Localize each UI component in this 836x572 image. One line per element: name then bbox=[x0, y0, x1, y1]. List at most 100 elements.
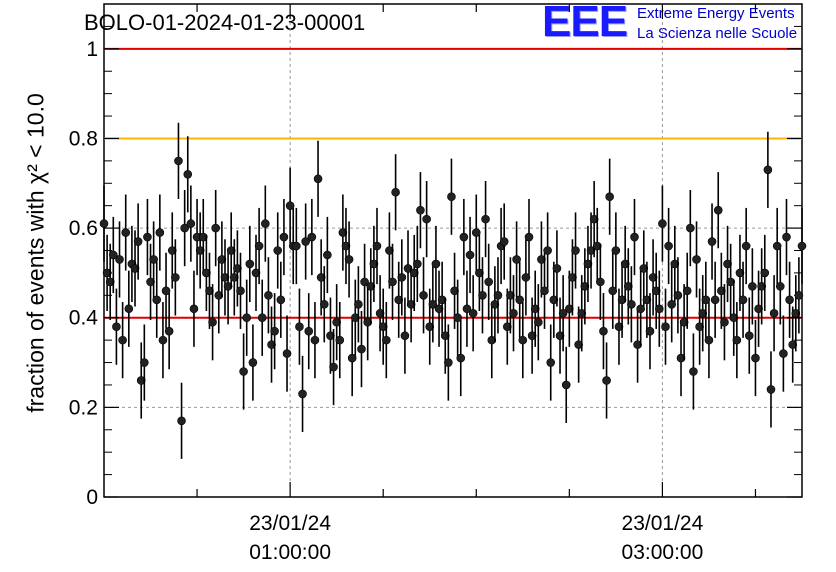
data-point bbox=[651, 252, 661, 329]
data-point bbox=[602, 342, 611, 419]
data-marker bbox=[307, 232, 317, 242]
data-point bbox=[382, 302, 391, 379]
data-marker bbox=[102, 268, 112, 278]
data-marker bbox=[124, 304, 134, 314]
data-point bbox=[183, 136, 193, 213]
data-point bbox=[757, 248, 766, 325]
data-marker bbox=[264, 291, 273, 300]
data-marker bbox=[118, 335, 127, 345]
data-marker bbox=[710, 295, 720, 305]
data-marker bbox=[226, 246, 236, 255]
data-marker bbox=[623, 282, 633, 291]
data-marker bbox=[713, 205, 723, 215]
data-point bbox=[465, 216, 475, 294]
data-point bbox=[506, 257, 515, 334]
data-point bbox=[279, 198, 289, 276]
data-point bbox=[574, 306, 583, 383]
data-point bbox=[338, 194, 348, 271]
data-marker bbox=[174, 156, 183, 166]
chart-title: BOLO-01-2024-01-23-00001 bbox=[84, 10, 366, 35]
data-point bbox=[515, 261, 524, 338]
data-marker bbox=[143, 232, 152, 242]
data-point bbox=[171, 239, 180, 316]
data-point bbox=[720, 284, 729, 361]
data-point bbox=[599, 293, 608, 370]
data-point bbox=[654, 270, 664, 347]
data-marker bbox=[220, 273, 230, 282]
data-marker bbox=[524, 232, 534, 242]
data-point bbox=[540, 252, 549, 329]
data-point bbox=[751, 319, 760, 397]
data-point bbox=[270, 293, 279, 370]
data-point bbox=[623, 248, 633, 325]
data-point bbox=[766, 351, 776, 428]
data-marker bbox=[648, 273, 658, 282]
data-marker bbox=[769, 308, 779, 318]
data-point bbox=[748, 248, 757, 325]
data-marker bbox=[319, 299, 329, 309]
data-marker bbox=[754, 304, 763, 314]
data-point bbox=[347, 319, 357, 397]
data-point bbox=[236, 252, 245, 329]
data-marker bbox=[406, 299, 416, 309]
data-point bbox=[326, 297, 335, 374]
data-point bbox=[475, 234, 484, 312]
data-marker bbox=[676, 353, 686, 363]
data-marker bbox=[109, 250, 118, 260]
data-point bbox=[422, 181, 431, 258]
data-marker bbox=[608, 286, 618, 296]
data-marker bbox=[344, 255, 354, 264]
data-marker bbox=[723, 259, 732, 269]
data-marker bbox=[248, 358, 258, 367]
data-point bbox=[543, 212, 552, 289]
data-point bbox=[397, 239, 407, 316]
data-marker bbox=[292, 241, 301, 251]
data-point bbox=[707, 203, 717, 280]
data-marker bbox=[161, 286, 171, 296]
data-point bbox=[115, 221, 124, 298]
data-point bbox=[704, 302, 714, 379]
data-marker bbox=[537, 255, 546, 264]
data-point bbox=[788, 306, 797, 383]
data-point bbox=[686, 189, 695, 267]
data-marker bbox=[245, 259, 255, 269]
data-marker bbox=[630, 232, 639, 242]
data-point bbox=[419, 257, 428, 334]
data-point bbox=[391, 154, 400, 231]
data-point bbox=[478, 257, 487, 334]
data-marker bbox=[202, 268, 211, 278]
eee-logo-mark: EEE bbox=[542, 0, 628, 46]
data-marker bbox=[664, 241, 673, 251]
data-marker bbox=[614, 322, 624, 331]
data-point bbox=[164, 293, 174, 370]
data-marker bbox=[164, 326, 174, 336]
data-point bbox=[493, 257, 503, 334]
y-tick-label: 1 bbox=[86, 38, 98, 61]
data-marker bbox=[673, 291, 683, 300]
data-marker bbox=[257, 313, 267, 323]
data-marker bbox=[338, 228, 348, 237]
data-point bbox=[136, 342, 146, 419]
data-point bbox=[400, 297, 410, 374]
data-point bbox=[797, 207, 807, 285]
data-marker bbox=[350, 313, 360, 323]
data-point bbox=[744, 297, 754, 374]
data-marker bbox=[195, 246, 205, 255]
data-marker bbox=[735, 268, 745, 278]
data-point bbox=[481, 181, 490, 258]
data-marker bbox=[403, 264, 413, 273]
data-marker bbox=[468, 308, 478, 318]
data-point bbox=[713, 172, 723, 249]
data-point bbox=[264, 257, 273, 334]
data-marker bbox=[617, 295, 627, 305]
data-marker bbox=[720, 317, 729, 327]
data-marker bbox=[130, 264, 140, 273]
data-point bbox=[428, 266, 438, 343]
data-marker bbox=[450, 286, 459, 296]
data-marker bbox=[382, 335, 391, 345]
data-point bbox=[571, 212, 580, 289]
data-marker bbox=[689, 367, 698, 376]
data-marker bbox=[422, 214, 431, 224]
data-point bbox=[369, 225, 379, 303]
data-marker bbox=[105, 277, 115, 287]
